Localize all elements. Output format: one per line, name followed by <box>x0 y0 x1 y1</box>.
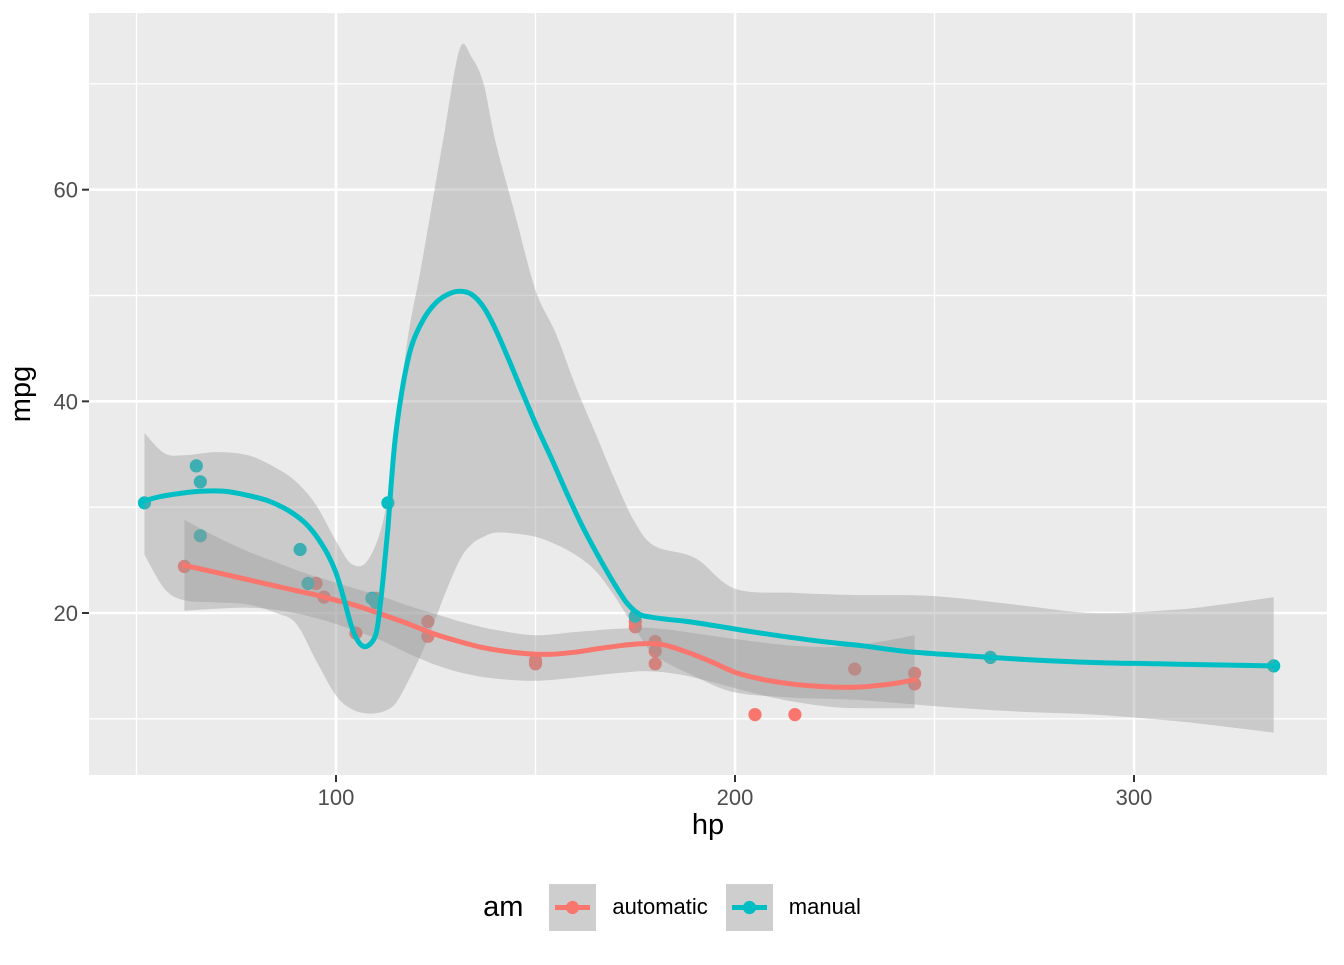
legend-key-manual <box>725 883 773 931</box>
legend-key-point <box>566 900 580 914</box>
confidence-ribbon-manual <box>144 43 1274 733</box>
y-tick-label: 40 <box>54 389 78 414</box>
data-point-manual <box>189 459 203 473</box>
data-point-automatic <box>528 657 543 671</box>
data-point-manual <box>193 529 207 543</box>
y-axis-title: mpg <box>5 366 37 422</box>
x-tick-label: 100 <box>318 785 355 810</box>
legend-key-glyph-manual <box>725 883 773 931</box>
data-point-automatic <box>848 662 862 676</box>
grid-layer <box>89 13 1327 775</box>
data-point-automatic <box>648 644 662 658</box>
confidence-ribbon-automatic <box>184 519 915 709</box>
legend-key-glyph-automatic <box>549 883 597 931</box>
smooth-line-layer <box>142 288 1277 690</box>
y-tick-label: 20 <box>54 601 78 626</box>
legend-label-automatic: automatic <box>612 894 708 919</box>
legend-label-manual: manual <box>788 894 861 919</box>
legend-title: am <box>483 890 524 923</box>
smooth-line-automatic <box>181 562 918 690</box>
legend-key-point <box>742 900 756 914</box>
x-tick-label: 300 <box>1116 785 1153 810</box>
data-point-manual <box>301 576 315 591</box>
data-point-automatic <box>648 657 662 671</box>
data-point-automatic <box>421 614 435 629</box>
legend: am automatic manual <box>0 881 1344 933</box>
data-point-automatic <box>748 708 762 722</box>
y-tick-label: 60 <box>54 178 78 203</box>
data-point-manual <box>193 475 207 489</box>
data-point-automatic <box>788 708 802 722</box>
smooth-line-manual <box>142 288 1277 669</box>
data-point-manual <box>365 591 379 605</box>
legend-entry-automatic: automatic <box>549 883 708 931</box>
confidence-ribbon-layer <box>144 43 1274 733</box>
x-tick-label: 200 <box>717 785 754 810</box>
legend-entry-manual: manual <box>725 883 861 931</box>
axis-layer: 100 200 300 20 40 60 <box>54 178 1153 810</box>
data-point-manual <box>293 542 307 557</box>
panel-layer <box>89 13 1327 775</box>
panel-background <box>89 13 1327 775</box>
legend-key-automatic <box>549 883 597 931</box>
data-point-automatic <box>908 666 922 680</box>
x-axis-title: hp <box>692 809 724 841</box>
